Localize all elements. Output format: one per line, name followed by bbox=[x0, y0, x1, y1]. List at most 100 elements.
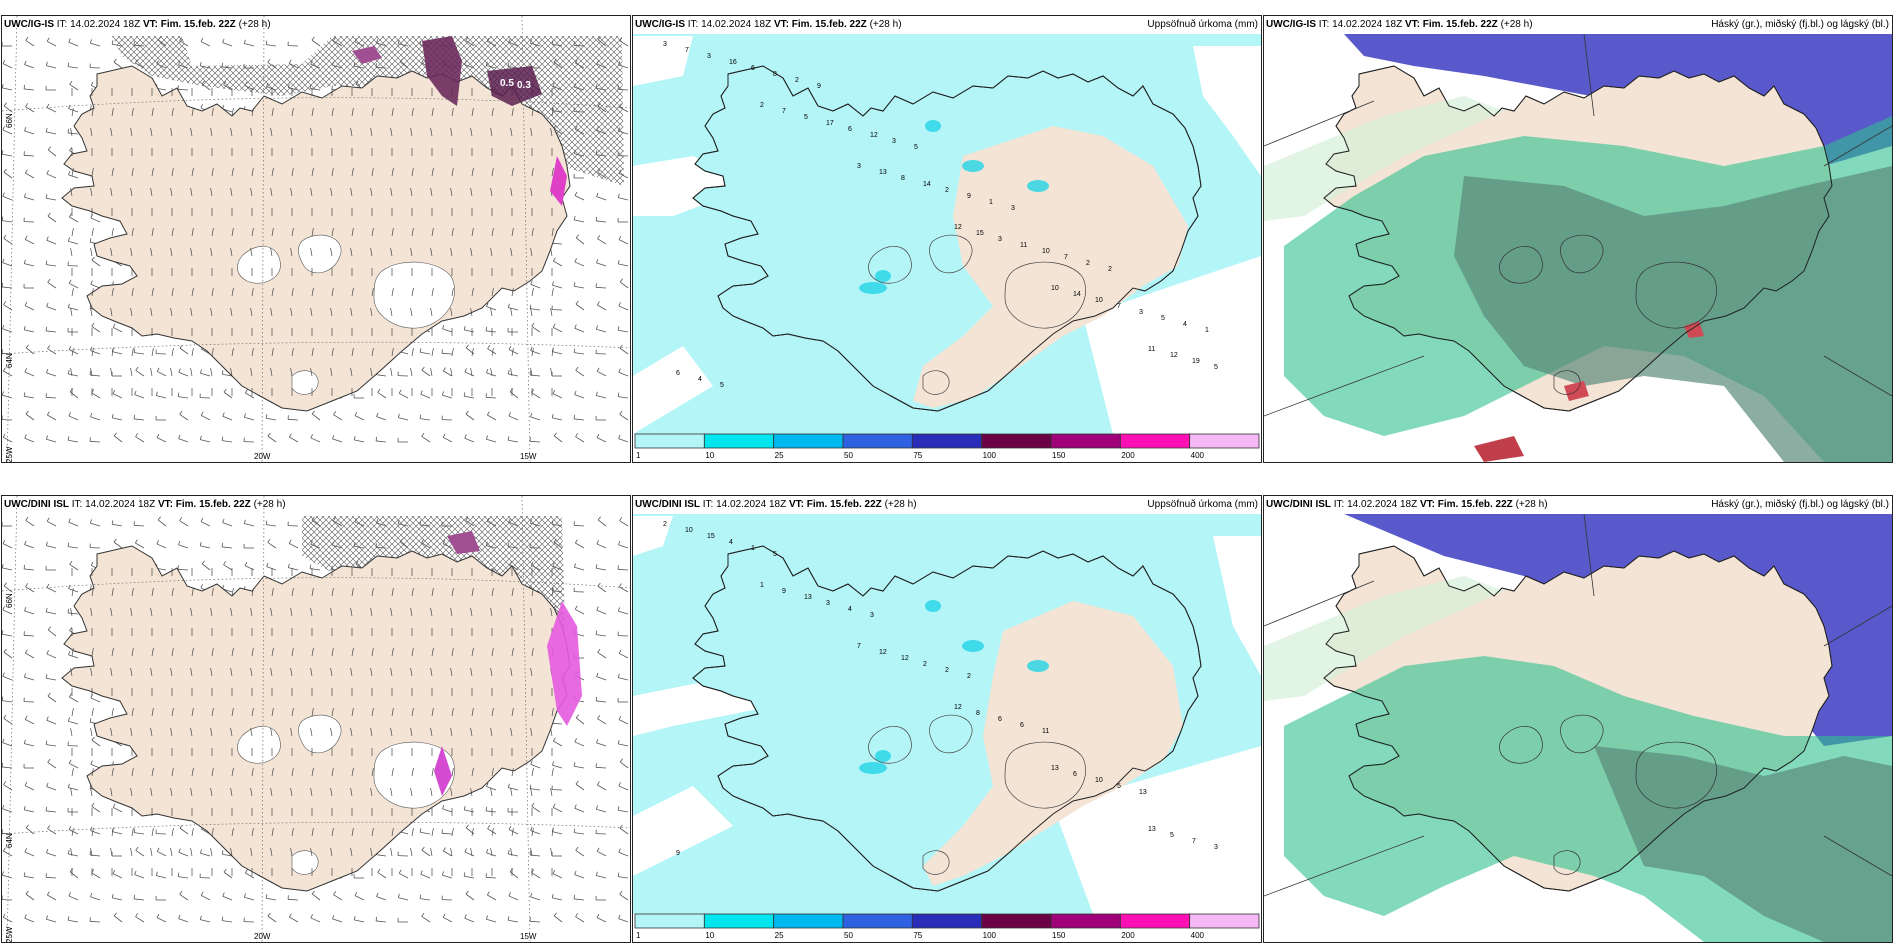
axis-label: 25W bbox=[5, 446, 14, 462]
precip-value-label: 9 bbox=[782, 588, 786, 595]
colorbar-swatch bbox=[1050, 433, 1121, 449]
axis-label: 64N bbox=[5, 833, 14, 848]
precip-value-label: 10 bbox=[1095, 297, 1103, 304]
precip-value-label: 17 bbox=[826, 120, 834, 127]
colorbar-swatch bbox=[1119, 913, 1191, 929]
colorbar-swatch bbox=[703, 913, 775, 929]
colorbar-tick: 400 bbox=[1191, 931, 1205, 940]
wind-map: 66N 64N 25W 20W 15W bbox=[2, 496, 630, 942]
precip-value-label: 5 bbox=[1170, 832, 1174, 839]
precip-value-label: 2 bbox=[760, 102, 764, 109]
precip-value-label: 10 bbox=[685, 527, 693, 534]
precip-value-label: 2 bbox=[795, 77, 799, 84]
precip-value-label: 7 bbox=[857, 643, 861, 650]
axis-label: 20W bbox=[254, 452, 271, 461]
precip-value-label: 2 bbox=[945, 667, 949, 674]
precip-value-label: 12 bbox=[901, 655, 909, 662]
precip-value-label: 5 bbox=[1161, 315, 1165, 322]
panel-header: UWC/IG-IS IT: 14.02.2024 18Z VT: Fim. 15… bbox=[1266, 19, 1533, 30]
panel-header: UWC/IG-IS IT: 14.02.2024 18Z VT: Fim. 15… bbox=[4, 19, 271, 30]
colorbar-tick: 400 bbox=[1191, 451, 1205, 460]
precip-value-label: 9 bbox=[967, 193, 971, 200]
precip-value-label: 7 bbox=[1192, 838, 1196, 845]
precip-value-label: 2 bbox=[945, 187, 949, 194]
precip-value-label: 2 bbox=[1086, 260, 1090, 267]
colorbar-swatch bbox=[773, 433, 844, 449]
precip-value-label: 7 bbox=[685, 47, 689, 54]
precip-value-label: 5 bbox=[773, 551, 777, 558]
precip-value-label: 11 bbox=[1020, 242, 1027, 249]
precip-value-label: 5 bbox=[1117, 783, 1121, 790]
panel-header: UWC/DINI ISL IT: 14.02.2024 18Z VT: Fim.… bbox=[1266, 499, 1548, 510]
colorbar-swatch bbox=[981, 913, 1052, 929]
cloud-map bbox=[1264, 33, 1892, 462]
colorbar-tick: 150 bbox=[1052, 931, 1066, 940]
colorbar-swatch bbox=[634, 433, 705, 449]
precip-value-label: 12 bbox=[879, 649, 887, 656]
precip-value-label: 11 bbox=[1042, 728, 1049, 735]
colorbar-swatch bbox=[842, 433, 913, 449]
precip-value-label: 2 bbox=[663, 521, 667, 528]
precip-value-label: 12 bbox=[954, 704, 962, 711]
colorbar: 1 10 25 50 75 100 150 200 400 bbox=[634, 913, 1260, 940]
precip-value-label: 14 bbox=[923, 181, 931, 188]
colorbar-swatch bbox=[842, 913, 913, 929]
colorbar-tick: 150 bbox=[1052, 451, 1066, 460]
precip-value-label: 19 bbox=[1192, 358, 1200, 365]
precip-value-label: 2 bbox=[1108, 266, 1112, 273]
axis-label: 15W bbox=[520, 452, 537, 461]
axis-label: 20W bbox=[254, 932, 271, 941]
axis-label: 66N bbox=[5, 113, 14, 128]
precip-value-label: 5 bbox=[914, 144, 918, 151]
panel-wind-dini: 66N 64N 25W 20W 15W UWC/DINI ISL IT: 14.02.2… bbox=[1, 495, 631, 943]
precip-value-label: 9 bbox=[676, 850, 680, 857]
precip-value-label: 8 bbox=[976, 710, 980, 717]
precip-value-label: 6 bbox=[1020, 722, 1024, 729]
precip-value-label: 5 bbox=[720, 382, 724, 389]
precip-value-label: 3 bbox=[892, 138, 896, 145]
precip-value-label: 2 bbox=[967, 673, 971, 680]
precip-value-label: 3 bbox=[826, 600, 830, 607]
panel-header: UWC/DINI ISL IT: 14.02.2024 18Z VT: Fim.… bbox=[4, 499, 286, 510]
precip-value-label: 1 bbox=[751, 545, 755, 552]
precip-value-label: 9 bbox=[817, 83, 821, 90]
colorbar-tick: 25 bbox=[775, 451, 784, 460]
precip-map: 2171213131091286515131261074326531421113… bbox=[633, 514, 1261, 940]
precip-value-label: 3 bbox=[707, 53, 711, 60]
precip-value-label: 11 bbox=[1148, 346, 1155, 353]
precip-value-label: 13 bbox=[1148, 826, 1156, 833]
axis-label: 25W bbox=[5, 926, 14, 942]
colorbar-tick: 100 bbox=[983, 451, 997, 460]
precip-value-label: 5 bbox=[1214, 364, 1218, 371]
precip-value-label: 12 bbox=[870, 132, 878, 139]
precip-value-label: 8 bbox=[901, 175, 905, 182]
precip-value-label: 4 bbox=[729, 539, 733, 546]
precip-value-label: 8 bbox=[773, 71, 777, 78]
colorbar-swatch bbox=[981, 433, 1052, 449]
colorbar-tick: 50 bbox=[844, 931, 853, 940]
precip-value-label: 13 bbox=[1051, 765, 1059, 772]
colorbar-tick: 100 bbox=[983, 931, 997, 940]
precip-value-label: 10 bbox=[1051, 285, 1059, 292]
precip-value-label: 4 bbox=[1183, 321, 1187, 328]
precip-value-label: 12 bbox=[1170, 352, 1178, 359]
precip-map: 3231210117713151412358310191617141175662… bbox=[633, 34, 1261, 460]
axis-label: 15W bbox=[520, 932, 537, 941]
precip-value-label: 7 bbox=[1064, 254, 1068, 261]
panel-cloud-igis: UWC/IG-IS IT: 14.02.2024 18Z VT: Fim. 15… bbox=[1263, 15, 1893, 463]
precip-value-label: 5 bbox=[804, 114, 808, 121]
panel-precip-igis: 3 2 3 12 10 11 7 7 13 15 14 12 3 5 8 3 10 19 16 17 14 11 7 5 6 6 2… bbox=[632, 15, 1262, 463]
precip-value-label: 10 bbox=[1042, 248, 1050, 255]
precip-value-label: 3 bbox=[1011, 205, 1015, 212]
panel-wind-igis: 0.5 0.3 66N 64N 25W 20W 15W UWC/IG-IS IT: 14.0… bbox=[1, 15, 631, 463]
colorbar-tick: 200 bbox=[1121, 451, 1135, 460]
colorbar-swatch bbox=[703, 433, 775, 449]
precip-value-label: 6 bbox=[751, 65, 755, 72]
precip-value-label: 7 bbox=[1117, 303, 1121, 310]
colorbar-tick: 1 bbox=[636, 931, 641, 940]
precip-value-label: 1 bbox=[760, 582, 764, 589]
precip-value-label: 4 bbox=[698, 376, 702, 383]
colorbar-tick: 50 bbox=[844, 451, 853, 460]
colorbar-swatch bbox=[773, 913, 844, 929]
colorbar-tick: 25 bbox=[775, 931, 784, 940]
